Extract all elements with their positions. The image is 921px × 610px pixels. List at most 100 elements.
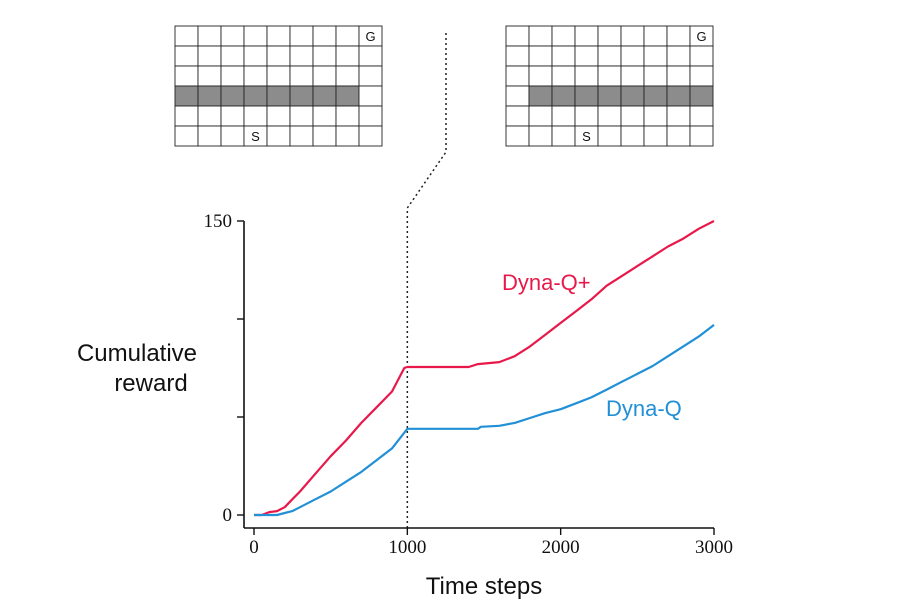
maze-cell (574, 45, 599, 67)
maze-wall-cell (220, 85, 245, 107)
y-tick-label: 0 (223, 505, 233, 526)
maze-cell (197, 105, 222, 127)
maze-wall-cell (528, 85, 553, 107)
maze-wall-cell (574, 85, 599, 107)
maze-cell (174, 45, 199, 67)
maze-cell (312, 45, 337, 67)
maze-cell (505, 105, 530, 127)
maze-cell (197, 65, 222, 87)
maze-after-change: SG (505, 25, 714, 147)
maze-cell (266, 25, 291, 47)
maze-cell (312, 65, 337, 87)
maze-cell (505, 25, 530, 47)
maze-cell (689, 125, 714, 147)
maze-cell (312, 125, 337, 147)
maze-cell (358, 85, 383, 107)
x-tick-label: 3000 (695, 537, 733, 558)
maze-cell (528, 105, 553, 127)
maze-cell (197, 25, 222, 47)
x-tick-label: 1000 (388, 537, 426, 558)
maze-cell (666, 25, 691, 47)
maze-wall-cell (689, 85, 714, 107)
maze-cell (358, 125, 383, 147)
maze-cell (597, 125, 622, 147)
maze-cell (666, 45, 691, 67)
maze-cell (643, 105, 668, 127)
maze-cell (220, 105, 245, 127)
maze-wall-cell (197, 85, 222, 107)
y-axis-label-line-2: reward (114, 370, 187, 397)
maze-cell (551, 125, 576, 147)
maze-cell (643, 25, 668, 47)
maze-cell (243, 65, 268, 87)
maze-cell (643, 45, 668, 67)
x-tick-label: 0 (249, 537, 259, 558)
maze-cell (666, 65, 691, 87)
axes: 0 150 0 1000 2000 3000 (204, 211, 734, 558)
y-axis-ticks: 0 150 (204, 211, 244, 526)
maze-cell (620, 65, 645, 87)
maze-cell (197, 45, 222, 67)
x-axis-label: Time steps (426, 573, 542, 600)
maze-cell (358, 65, 383, 87)
change-marker-connector (406, 30, 447, 528)
maze-cell (597, 25, 622, 47)
maze-wall-cell (312, 85, 337, 107)
maze-cell (243, 105, 268, 127)
maze-cell (505, 65, 530, 87)
maze-cell (289, 45, 314, 67)
maze-cell (220, 65, 245, 87)
maze-wall-cell (243, 85, 268, 107)
maze-wall-cell (289, 85, 314, 107)
maze-cell (289, 125, 314, 147)
maze-cell (643, 125, 668, 147)
maze-cell (312, 105, 337, 127)
series-line-dyna-q (254, 324, 715, 517)
maze-cell (528, 125, 553, 147)
maze-cell (689, 45, 714, 67)
maze-before-change: SG (174, 25, 383, 147)
maze-cell (505, 45, 530, 67)
maze-wall-cell (266, 85, 291, 107)
maze-cell (335, 25, 360, 47)
maze-cell (220, 125, 245, 147)
maze-cell (266, 65, 291, 87)
maze-cell (174, 65, 199, 87)
maze-cell (597, 65, 622, 87)
maze-cell (289, 105, 314, 127)
maze-cell (220, 45, 245, 67)
maze-cell (666, 125, 691, 147)
maze-cell (574, 25, 599, 47)
maze-cell (266, 45, 291, 67)
maze-cell (620, 105, 645, 127)
maze-cell (689, 65, 714, 87)
maze-cell (243, 25, 268, 47)
maze-wall-cell (620, 85, 645, 107)
maze-cell (574, 105, 599, 127)
series-label-dyna-q-plus: Dyna-Q+ (502, 270, 591, 295)
maze-cell (197, 125, 222, 147)
maze-cell (528, 45, 553, 67)
maze-cell (643, 65, 668, 87)
y-axis-label-line-1: Cumulative (77, 340, 197, 367)
maze-cell (335, 65, 360, 87)
maze-cell (574, 65, 599, 87)
maze-wall-cell (666, 85, 691, 107)
maze-cell (620, 25, 645, 47)
maze-cell (312, 25, 337, 47)
maze-cell (358, 45, 383, 67)
x-axis-ticks: 0 1000 2000 3000 (249, 528, 733, 558)
series-lines (254, 220, 715, 517)
maze-cell (266, 105, 291, 127)
maze-cell (289, 65, 314, 87)
maze-cell (335, 45, 360, 67)
maze-cell (174, 105, 199, 127)
maze-cell (551, 65, 576, 87)
maze-wall-cell (174, 85, 199, 107)
maze-wall-cell (643, 85, 668, 107)
maze-cell (620, 125, 645, 147)
maze-start-label: S (582, 129, 591, 144)
maze-cell (266, 125, 291, 147)
